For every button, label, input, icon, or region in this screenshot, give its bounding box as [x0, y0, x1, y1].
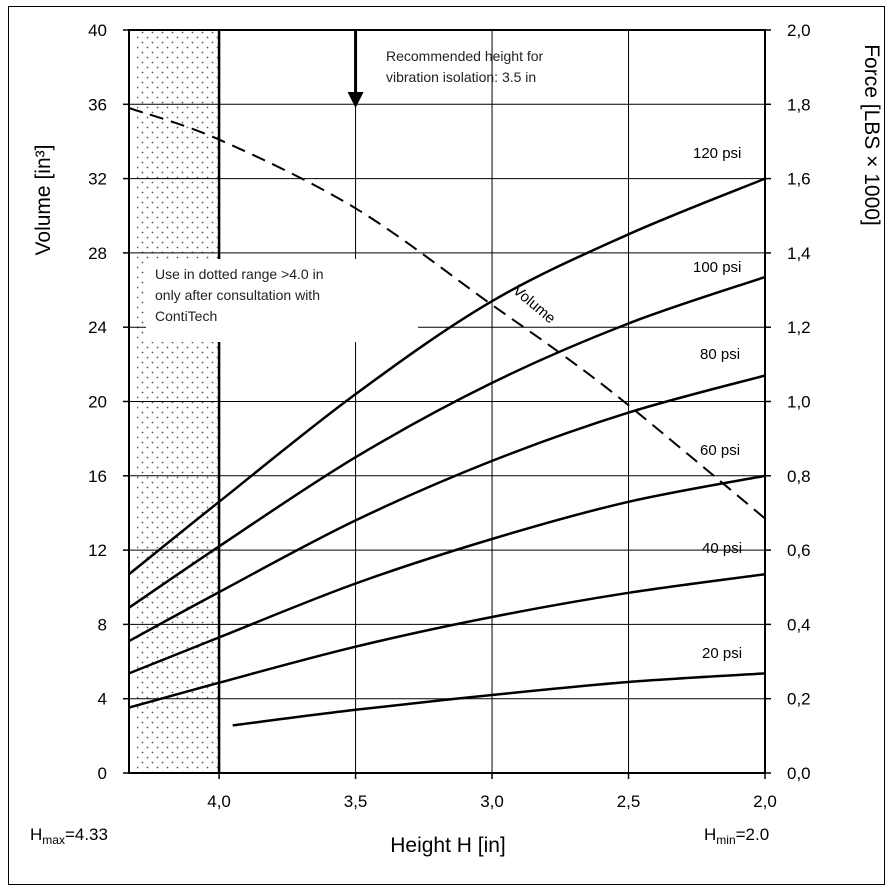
series-line-100-psi	[128, 275, 766, 609]
series-label-20-psi: 20 psi	[702, 645, 742, 662]
y-tick-label-left: 32	[88, 170, 107, 189]
dotted-range-note-line1: Use in dotted range >4.0 in	[155, 266, 324, 282]
y-tick-label-left: 4	[98, 690, 107, 709]
dotted-range-note-line2: only after consultation with	[155, 287, 320, 303]
y-axis-label-right: Force [LBS × 1000]	[860, 44, 883, 226]
series-line-volume	[128, 107, 766, 520]
y-axis-label-left: Volume [in³]	[32, 145, 55, 256]
hmax-label: Hmax=4.33	[30, 825, 108, 847]
recommended-text-line2: vibration isolation: 3.5 in	[386, 69, 536, 85]
series-line-120-psi	[128, 177, 766, 576]
recommended-arrow-head	[347, 92, 364, 108]
y-tick-label-right: 1,6	[787, 170, 811, 189]
y-tick-label-right: 1,2	[787, 318, 811, 337]
x-tick-label: 3,0	[480, 792, 504, 811]
dotted-range-note-line3: ContiTech	[155, 308, 217, 324]
y-tick-label-left: 12	[88, 541, 107, 560]
series-label-40-psi: 40 psi	[702, 540, 742, 557]
y-tick-label-right: 1,0	[787, 393, 811, 412]
series-label-80-psi: 80 psi	[700, 346, 740, 363]
series-line-80-psi	[128, 374, 766, 643]
y-tick-label-right: 0,0	[787, 764, 811, 783]
y-tick-label-right: 1,4	[787, 244, 811, 263]
y-tick-label-right: 0,6	[787, 541, 811, 560]
x-tick-label: 2,0	[753, 792, 777, 811]
series-line-40-psi	[128, 572, 766, 709]
y-tick-label-left: 40	[88, 21, 107, 40]
y-tick-label-right: 0,2	[787, 690, 811, 709]
y-tick-label-left: 36	[88, 95, 107, 114]
y-tick-label-left: 8	[98, 615, 107, 634]
y-tick-label-left: 20	[88, 393, 107, 412]
series-label-volume: Volume	[509, 282, 558, 327]
chart-frame	[8, 6, 885, 885]
y-tick-label-left: 0	[98, 764, 107, 783]
y-tick-label-right: 0,8	[787, 467, 811, 486]
x-tick-label: 4,0	[207, 792, 231, 811]
series-label-100-psi: 100 psi	[693, 259, 741, 276]
hmin-label: Hmin=2.0	[704, 825, 769, 847]
y-tick-label-left: 28	[88, 244, 107, 263]
recommended-text-line1: Recommended height for	[386, 48, 544, 64]
y-tick-label-right: 0,4	[787, 615, 811, 634]
y-tick-label-left: 24	[88, 318, 107, 337]
dotted-range-note-box	[146, 259, 418, 342]
series-label-60-psi: 60 psi	[700, 442, 740, 459]
series-label-120-psi: 120 psi	[693, 145, 741, 162]
y-tick-label-right: 2,0	[787, 21, 811, 40]
y-tick-label-left: 16	[88, 467, 107, 486]
series-line-20-psi	[232, 672, 766, 727]
x-tick-label: 3,5	[344, 792, 368, 811]
series-line-60-psi	[128, 474, 766, 675]
y-tick-label-right: 1,8	[787, 95, 811, 114]
x-tick-label: 2,5	[617, 792, 641, 811]
x-axis-label: Height H [in]	[390, 834, 506, 857]
